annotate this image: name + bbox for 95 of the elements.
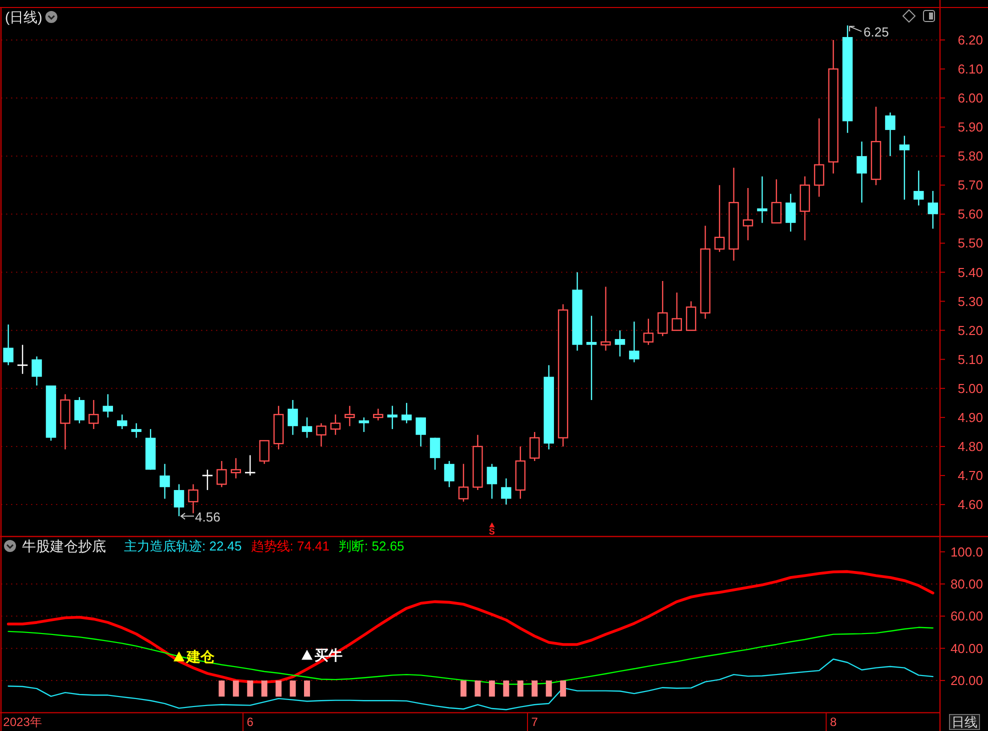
candlestick (444, 460, 454, 488)
candlestick (216, 460, 227, 488)
candlestick (714, 184, 725, 253)
data-label: S (488, 526, 495, 536)
candlestick (401, 402, 412, 424)
candlestick (515, 446, 526, 500)
y-tick-label: 60.00 (950, 608, 983, 624)
candlestick (430, 437, 440, 470)
y-tick-label: 40.00 (950, 640, 983, 656)
candlestick (814, 118, 824, 198)
text: 主力造底轨迹: 22.45 (124, 538, 242, 554)
candlestick (358, 416, 370, 433)
candlestick (230, 457, 242, 480)
candlestick (472, 434, 483, 491)
candlestick (288, 399, 298, 436)
y-tick-label: 5.90 (958, 120, 983, 135)
candlestick (16, 344, 28, 374)
candlestick (3, 324, 14, 366)
candlestick (672, 292, 682, 331)
annotation: 6.25 (864, 24, 889, 40)
x-tick-label: 7 (531, 715, 538, 729)
y-tick-label: 5.60 (958, 206, 983, 222)
candlestick (273, 405, 284, 450)
candlestick (914, 170, 924, 206)
candlestick (728, 167, 739, 262)
y-tick-label: 100.0 (950, 544, 983, 560)
candlestick (88, 399, 99, 430)
candlestick (74, 396, 85, 424)
candlestick (344, 405, 355, 427)
y-tick-label: 5.10 (958, 352, 983, 367)
candlestick (870, 106, 882, 186)
line-series (8, 626, 934, 685)
candlestick (316, 422, 326, 448)
y-tick-label: 6.00 (958, 90, 983, 106)
candlestick (486, 463, 498, 500)
candlestick (800, 176, 810, 241)
y-tick-label: 4.80 (958, 438, 983, 454)
y-tick-label: 5.00 (958, 380, 983, 396)
candlestick (60, 394, 70, 450)
y-tick-label: 6.10 (958, 61, 983, 76)
candlestick (700, 225, 710, 320)
candlestick (501, 478, 512, 506)
candlestick (330, 414, 341, 436)
candlestick (202, 469, 214, 491)
y-tick-label: 4.70 (958, 468, 983, 484)
y-tick-label: 20.00 (950, 673, 983, 688)
candlestick (102, 394, 114, 418)
candlestick (899, 135, 910, 200)
candlestick (771, 178, 782, 224)
candlestick (416, 416, 426, 448)
candlestick (302, 416, 312, 438)
candlestick (885, 112, 896, 157)
candlestick (600, 286, 611, 352)
text: 日线 (952, 714, 978, 730)
candlestick (174, 484, 184, 517)
chart-title: (日线) (5, 9, 42, 25)
y-tick-label: 5.70 (958, 178, 983, 193)
candlestick (643, 318, 654, 346)
candlestick (614, 330, 626, 358)
annotation: 4.56 (195, 510, 220, 525)
candlestick (244, 454, 256, 476)
text: 判断: 52.65 (338, 538, 404, 554)
y-tick-label: 5.20 (958, 322, 983, 338)
candlestick (160, 463, 170, 500)
candlestick (558, 304, 568, 448)
candlestick (259, 440, 270, 465)
candlestick (757, 176, 768, 224)
x-tick-label: 6 (246, 715, 254, 729)
candlestick (658, 280, 668, 337)
chart-title: 牛股建仓抄底 (22, 538, 106, 554)
candlestick (116, 414, 128, 430)
candlestick (786, 193, 796, 232)
candlestick (928, 190, 938, 230)
y-tick-label: 5.50 (958, 236, 983, 251)
candlestick (828, 39, 838, 174)
y-tick-label: 4.90 (958, 410, 983, 425)
candlestick (188, 484, 198, 514)
line-series (6, 570, 934, 684)
y-tick-label: 5.40 (958, 264, 983, 280)
candlestick (629, 321, 640, 363)
candlestick (387, 405, 398, 430)
candlestick (742, 187, 754, 241)
candlestick (586, 315, 597, 401)
text: 趋势线: 74.41 (250, 538, 330, 554)
y-tick-label: 4.60 (958, 497, 983, 512)
x-tick-label: 2023年 (3, 715, 42, 729)
candlestick (131, 422, 142, 438)
candlestick (32, 356, 42, 386)
y-tick-label: 80.00 (950, 576, 983, 592)
candlestick (856, 140, 867, 204)
y-tick-label: 5.80 (958, 148, 983, 164)
y-tick-label: 5.30 (958, 294, 983, 309)
y-tick-label: 6.20 (958, 32, 983, 48)
x-tick-label: 8 (830, 715, 837, 729)
candlestick (458, 463, 469, 502)
